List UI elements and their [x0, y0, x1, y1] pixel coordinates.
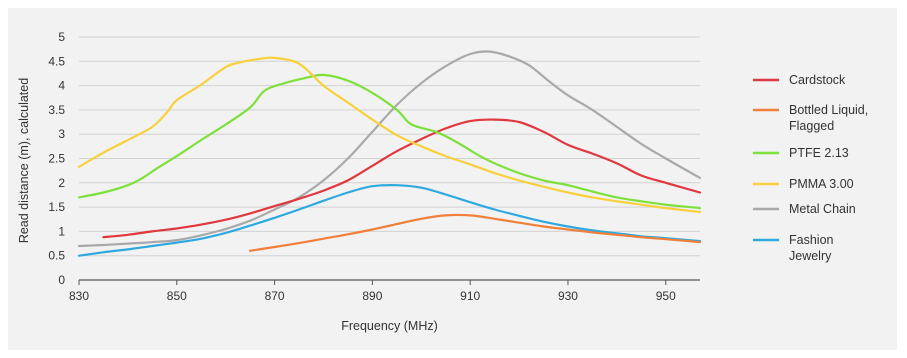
- grid: [79, 36, 700, 281]
- series-lines: [77, 50, 702, 257]
- y-tick-label: 2.5: [48, 152, 65, 166]
- legend-label: Bottled Liquid, Flagged: [789, 103, 868, 133]
- series-line-ptfe-2-13: [77, 73, 702, 210]
- legend-label: Fashion Jewelry: [789, 233, 834, 263]
- legend-label: PMMA 3.00: [789, 177, 854, 191]
- legend-entry-pmma-3-00: PMMA 3.00: [753, 177, 854, 191]
- x-tick-label: 910: [460, 289, 480, 303]
- legend-entry-fashion-jewelry: Fashion Jewelry: [753, 233, 834, 263]
- axes: 0 0.5 1 1.5 2 2.5 3 3.5 4 4.5 5 830 850 870 890 910 930 9…: [48, 30, 700, 303]
- y-tick-label: 4: [58, 79, 65, 93]
- series-line-bottled-liquid-flagged: [249, 213, 702, 252]
- legend-label: Cardstock: [789, 73, 846, 87]
- line-chart: 0 0.5 1 1.5 2 2.5 3 3.5 4 4.5 5 830 850 870 890 910 930 9…: [17, 30, 868, 333]
- y-tick-label: 1.5: [48, 200, 65, 214]
- legend-label: PTFE 2.13: [789, 146, 849, 160]
- x-tick-label: 870: [265, 289, 285, 303]
- y-tick-label: 5: [58, 30, 65, 44]
- legend-entry-cardstock: Cardstock: [753, 73, 846, 87]
- y-axis-title: Read distance (m), calculated: [17, 78, 31, 243]
- legend-entry-ptfe-2-13: PTFE 2.13: [753, 146, 849, 160]
- y-tick-label: 0: [58, 273, 65, 287]
- series-line-pmma-3-00: [77, 56, 702, 214]
- x-axis-title: Frequency (MHz): [341, 319, 438, 333]
- y-tick-label: 0.5: [48, 249, 65, 263]
- legend-entry-metal-chain: Metal Chain: [753, 202, 856, 216]
- series-line-cardstock: [102, 118, 702, 239]
- chart-panel: 0 0.5 1 1.5 2 2.5 3 3.5 4 4.5 5 830 850 870 890 910 930 9…: [8, 8, 897, 350]
- x-tick-label: 830: [69, 289, 89, 303]
- series-line-fashion-jewelry: [77, 184, 702, 257]
- y-tick-label: 3: [58, 127, 65, 141]
- y-tick-label: 1: [58, 224, 65, 238]
- x-tick-label: 930: [558, 289, 578, 303]
- legend: Cardstock Bottled Liquid, Flagged PTFE 2.13…: [753, 73, 868, 263]
- y-tick-label: 3.5: [48, 103, 65, 117]
- series-line-metal-chain: [77, 50, 702, 248]
- x-tick-label: 850: [167, 289, 187, 303]
- legend-label: Metal Chain: [789, 202, 856, 216]
- x-tick-label: 950: [656, 289, 676, 303]
- x-tick-label: 890: [362, 289, 382, 303]
- legend-entry-bottled-liquid-flagged: Bottled Liquid, Flagged: [753, 103, 868, 133]
- y-tick-label: 2: [58, 176, 65, 190]
- y-tick-label: 4.5: [48, 54, 65, 68]
